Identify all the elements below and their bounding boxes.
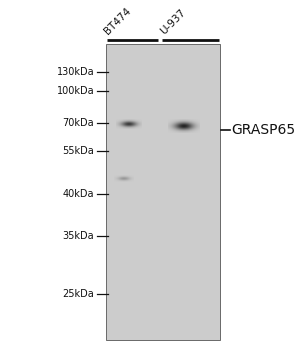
Text: U-937: U-937 bbox=[158, 8, 187, 37]
Text: 25kDa: 25kDa bbox=[62, 289, 94, 299]
Text: 55kDa: 55kDa bbox=[62, 146, 94, 155]
Text: 35kDa: 35kDa bbox=[62, 231, 94, 241]
Text: GRASP65: GRASP65 bbox=[232, 122, 296, 136]
Text: 130kDa: 130kDa bbox=[57, 67, 94, 77]
Bar bbox=[106, 44, 220, 340]
Text: 70kDa: 70kDa bbox=[62, 118, 94, 127]
Text: 100kDa: 100kDa bbox=[57, 86, 94, 96]
Text: BT474: BT474 bbox=[103, 6, 133, 37]
Text: 40kDa: 40kDa bbox=[63, 189, 94, 199]
